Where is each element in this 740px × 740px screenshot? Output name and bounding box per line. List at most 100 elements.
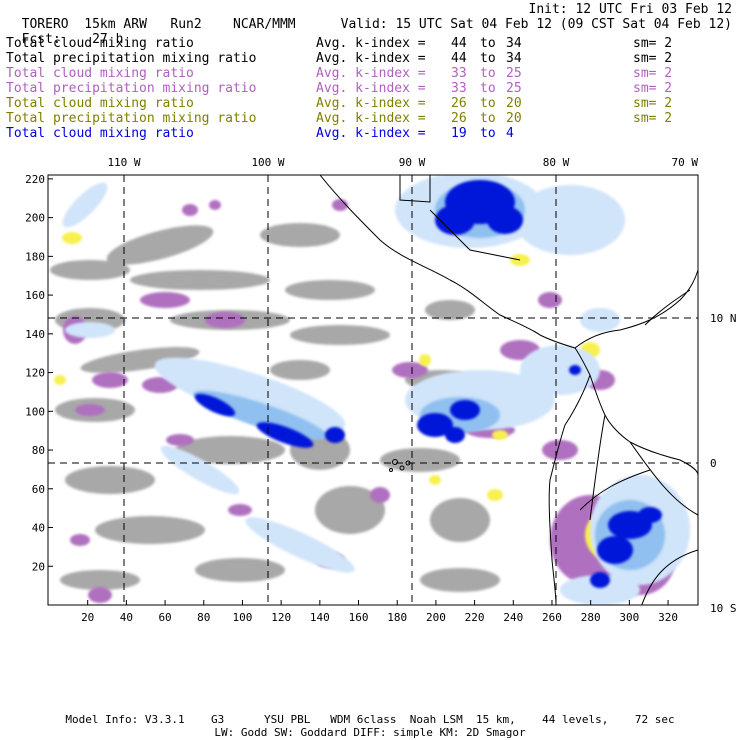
legend-row: Total cloud mixing ratio Avg. k-index = 33… bbox=[6, 66, 736, 81]
legend-from-value: 44 bbox=[451, 51, 467, 66]
org-name: NCAR/MMM bbox=[233, 17, 296, 32]
x-tick-label: 140 bbox=[310, 611, 330, 624]
legend-field-label: Total precipitation mixing ratio bbox=[6, 111, 257, 126]
x-tick-label: 100 bbox=[233, 611, 253, 624]
y-tick-label: 220 bbox=[25, 173, 45, 186]
x-tick-label: 260 bbox=[542, 611, 562, 624]
longitude-labels: 110 W 100 W 90 W 80 W 70 W bbox=[107, 156, 698, 169]
x-tick-label: 160 bbox=[349, 611, 369, 624]
legend-smoothing: sm= 2 bbox=[633, 96, 673, 111]
plot-frame bbox=[47, 174, 699, 606]
legend-avg-label: Avg. k-index = bbox=[316, 96, 426, 111]
x-tick-label: 20 bbox=[81, 611, 94, 624]
legend-to-value: 34 bbox=[506, 36, 522, 51]
legend-row: Total cloud mixing ratio Avg. k-index = 19… bbox=[6, 126, 736, 141]
legend-to-word: to bbox=[480, 36, 496, 51]
legend-to-value: 25 bbox=[506, 66, 522, 81]
x-tick-label: 120 bbox=[271, 611, 291, 624]
x-tick-label: 280 bbox=[581, 611, 601, 624]
legend-avg-label: Avg. k-index = bbox=[316, 126, 426, 141]
model-resolution: 15km ARW bbox=[84, 17, 147, 32]
legend-to-word: to bbox=[480, 51, 496, 66]
latitude-labels: 10 N 0 10 S bbox=[710, 312, 737, 615]
y-tick-label: 120 bbox=[25, 367, 45, 380]
footer-model-info: Model Info: V3.3.1 G3 YSU PBL WDM 6class… bbox=[65, 713, 675, 726]
legend-to-value: 20 bbox=[506, 96, 522, 111]
footer-physics-info: LW: Godd SW: Goddard DIFF: simple KM: 2D… bbox=[214, 726, 526, 739]
x-tick-label: 220 bbox=[465, 611, 485, 624]
legend-to-word: to bbox=[480, 96, 496, 111]
x-axis: 20 40 60 80 100 120 140 160 180 200 220 240 260 280 30… bbox=[81, 600, 678, 624]
legend-row: Total precipitation mixing ratio Avg. k-i… bbox=[6, 51, 736, 66]
legend-row: Total precipitation mixing ratio Avg. k-i… bbox=[6, 111, 736, 126]
fcst-label: Fcst: bbox=[21, 32, 61, 47]
x-tick-label: 40 bbox=[120, 611, 133, 624]
legend-from-value: 44 bbox=[451, 36, 467, 51]
y-tick-label: 200 bbox=[25, 212, 45, 225]
legend-to-value: 20 bbox=[506, 111, 522, 126]
run-name: Run2 bbox=[170, 17, 202, 32]
y-tick-label: 80 bbox=[32, 444, 45, 457]
field-layer bbox=[48, 175, 698, 605]
legend-avg-label: Avg. k-index = bbox=[316, 111, 426, 126]
deep-blue-areas bbox=[194, 180, 662, 588]
y-tick-label: 140 bbox=[25, 328, 45, 341]
model-name: TORERO bbox=[21, 17, 69, 32]
legend-to-value: 25 bbox=[506, 81, 522, 96]
legend-row: Total precipitation mixing ratio Avg. k-i… bbox=[6, 81, 736, 96]
y-tick-label: 20 bbox=[32, 560, 45, 573]
legend-avg-label: Avg. k-index = bbox=[316, 66, 426, 81]
y-tick-label: 180 bbox=[25, 250, 45, 263]
x-tick-label: 200 bbox=[426, 611, 446, 624]
longitude-label: 100 W bbox=[251, 156, 284, 169]
legend-to-word: to bbox=[480, 66, 496, 81]
legend-to-word: to bbox=[480, 81, 496, 96]
legend-field-label: Total cloud mixing ratio bbox=[6, 126, 194, 141]
y-axis: 20 40 60 80 100 120 140 160 180 200 220 bbox=[25, 173, 53, 573]
map-svg: 20 40 60 80 100 120 140 160 180 200 220 240 260 280 30… bbox=[25, 156, 737, 624]
x-tick-label: 300 bbox=[619, 611, 639, 624]
legend-from-value: 26 bbox=[451, 96, 467, 111]
forecast-hour: Fcst: 27 h bbox=[6, 17, 124, 47]
legend-from-value: 19 bbox=[451, 126, 467, 141]
longitude-label: 110 W bbox=[107, 156, 140, 169]
legend-field-label: Total precipitation mixing ratio bbox=[6, 81, 257, 96]
legend-from-value: 33 bbox=[451, 81, 467, 96]
fcst-value: 27 h bbox=[92, 32, 124, 47]
legend-to-word: to bbox=[480, 111, 496, 126]
valid-time: Valid: 15 UTC Sat 04 Feb 12 (09 CST Sat … bbox=[340, 17, 732, 32]
longitude-label: 90 W bbox=[399, 156, 426, 169]
longitude-label: 70 W bbox=[672, 156, 699, 169]
legend-avg-label: Avg. k-index = bbox=[316, 36, 426, 51]
lat-lon-grid bbox=[48, 175, 698, 605]
legend-row: Total cloud mixing ratio Avg. k-index = 44… bbox=[6, 36, 736, 51]
legend-field-label: Total cloud mixing ratio bbox=[6, 66, 194, 81]
legend-smoothing: sm= 2 bbox=[633, 51, 673, 66]
x-tick-label: 320 bbox=[658, 611, 678, 624]
legend-to-value: 4 bbox=[506, 126, 514, 141]
legend-field-label: Total precipitation mixing ratio bbox=[6, 51, 257, 66]
legend-from-value: 26 bbox=[451, 111, 467, 126]
map-panel: 20 40 60 80 100 120 140 160 180 200 220 240 260 280 30… bbox=[0, 150, 740, 630]
legend-avg-label: Avg. k-index = bbox=[316, 51, 426, 66]
y-tick-label: 60 bbox=[32, 483, 45, 496]
x-tick-label: 60 bbox=[158, 611, 171, 624]
coastlines bbox=[319, 175, 698, 605]
legend-smoothing: sm= 2 bbox=[633, 81, 673, 96]
x-tick-label: 80 bbox=[197, 611, 210, 624]
latitude-label: 10 S bbox=[710, 602, 737, 615]
header-left: TORERO 15km ARW Run2 NCAR/MMM bbox=[6, 2, 296, 32]
legend-avg-label: Avg. k-index = bbox=[316, 81, 426, 96]
legend-smoothing: sm= 2 bbox=[633, 111, 673, 126]
legend-from-value: 33 bbox=[451, 66, 467, 81]
y-tick-label: 100 bbox=[25, 405, 45, 418]
legend-smoothing: sm= 2 bbox=[633, 36, 673, 51]
y-tick-label: 40 bbox=[32, 522, 45, 535]
latitude-label: 0 bbox=[710, 457, 717, 470]
legend-field-label: Total cloud mixing ratio bbox=[6, 96, 194, 111]
latitude-label: 10 N bbox=[710, 312, 737, 325]
legend-row: Total cloud mixing ratio Avg. k-index = 26… bbox=[6, 96, 736, 111]
legend-smoothing: sm= 2 bbox=[633, 66, 673, 81]
x-tick-label: 180 bbox=[387, 611, 407, 624]
longitude-label: 80 W bbox=[543, 156, 570, 169]
